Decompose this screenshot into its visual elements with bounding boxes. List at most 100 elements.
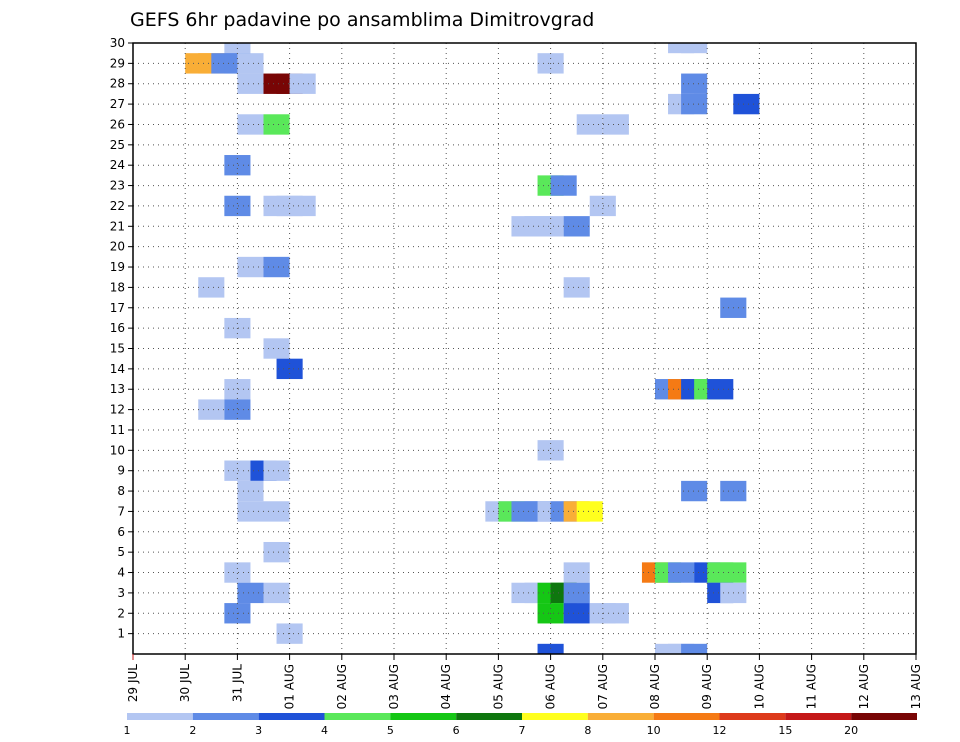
colorbar-segment bbox=[324, 713, 391, 720]
y-tick-label: 8 bbox=[117, 484, 125, 498]
colorbar-label: 1 bbox=[124, 724, 131, 737]
x-tick-label: 12 AUG bbox=[857, 664, 871, 709]
heatmap-cell bbox=[198, 277, 225, 298]
heatmap-cell bbox=[237, 501, 264, 522]
heatmap-cell bbox=[681, 643, 708, 654]
colorbar-label: 12 bbox=[713, 724, 727, 737]
heatmap-cell bbox=[563, 562, 590, 583]
heatmap-cell bbox=[563, 582, 590, 604]
heatmap-cell bbox=[263, 541, 290, 563]
x-tick-label: 04 AUG bbox=[439, 664, 453, 709]
colorbar-segment bbox=[851, 713, 917, 720]
y-tick-label: 23 bbox=[110, 179, 125, 193]
y-tick-label: 27 bbox=[110, 97, 125, 111]
colorbar-segment bbox=[653, 713, 720, 720]
y-tick-label: 16 bbox=[110, 321, 125, 335]
heatmap-cell bbox=[681, 480, 708, 502]
heatmap-cell bbox=[289, 73, 316, 94]
y-tick-label: 24 bbox=[110, 158, 125, 172]
y-axis: 1234567891011121314151617181920212223242… bbox=[110, 36, 133, 641]
y-tick-label: 1 bbox=[117, 627, 125, 641]
heatmap-cell bbox=[563, 277, 590, 298]
colorbar-label: 6 bbox=[453, 724, 460, 737]
y-tick-label: 2 bbox=[117, 606, 125, 620]
y-tick-label: 6 bbox=[117, 525, 125, 539]
y-tick-label: 25 bbox=[110, 138, 125, 152]
y-tick-label: 9 bbox=[117, 464, 125, 478]
colorbar-segment bbox=[192, 713, 259, 720]
chart-title: GEFS 6hr padavine po ansamblima Dimitrov… bbox=[130, 9, 594, 31]
heatmap-cell bbox=[263, 501, 290, 522]
x-tick-label: 09 AUG bbox=[700, 664, 714, 709]
x-axis: 29 JUL 30 JUL 31 JUL 01 AUG 02 AUG 03 AUG 04 A… bbox=[126, 654, 923, 709]
y-tick-label: 15 bbox=[110, 342, 125, 356]
heatmap-cell bbox=[668, 562, 695, 583]
y-tick-label: 21 bbox=[110, 219, 125, 233]
colorbar: 1 2 3 4 5 6 7 8 10 12 15 20 bbox=[124, 713, 917, 737]
heatmap-cell bbox=[602, 603, 629, 624]
y-tick-label: 29 bbox=[110, 56, 125, 70]
x-tick-label: 13 AUG bbox=[909, 664, 923, 709]
heatmap-cell bbox=[237, 73, 264, 94]
heatmap-cell bbox=[289, 195, 316, 217]
heatmap-cell bbox=[198, 399, 225, 420]
heatmap-cell bbox=[224, 379, 251, 400]
y-tick-label: 5 bbox=[117, 545, 125, 559]
y-tick-label: 17 bbox=[110, 301, 125, 315]
colorbar-segment bbox=[522, 713, 588, 720]
heatmap-cell bbox=[602, 114, 629, 135]
x-tick-label: 03 AUG bbox=[387, 664, 401, 709]
x-tick-label: 07 AUG bbox=[596, 664, 610, 709]
heatmap-cell bbox=[224, 195, 251, 217]
heatmap-cell bbox=[589, 195, 616, 217]
heatmap-cell bbox=[707, 379, 734, 400]
x-tick-label: 01 AUG bbox=[283, 664, 297, 709]
heatmap-cell bbox=[537, 440, 564, 461]
y-tick-label: 30 bbox=[110, 36, 125, 50]
colorbar-label: 20 bbox=[844, 724, 858, 737]
x-tick-label: 11 AUG bbox=[805, 664, 819, 709]
heatmap-cell bbox=[576, 114, 603, 135]
heatmap-cell bbox=[263, 256, 290, 278]
y-tick-label: 11 bbox=[110, 423, 125, 437]
heatmap-cell bbox=[263, 338, 290, 359]
y-tick-label: 19 bbox=[110, 260, 125, 274]
x-tick-label: 29 JUL bbox=[126, 664, 140, 702]
x-tick-label: 08 AUG bbox=[648, 664, 662, 709]
colorbar-label: 7 bbox=[519, 724, 526, 737]
y-tick-label: 4 bbox=[117, 566, 125, 580]
colorbar-segment bbox=[258, 713, 325, 720]
heatmap-cell bbox=[224, 155, 251, 176]
y-tick-label: 14 bbox=[110, 362, 125, 376]
x-tick-label: 02 AUG bbox=[335, 664, 349, 709]
y-tick-label: 13 bbox=[110, 382, 125, 396]
heatmap-cell bbox=[224, 399, 251, 420]
colorbar-segment bbox=[390, 713, 457, 720]
heatmap-cell bbox=[681, 73, 708, 94]
y-tick-label: 12 bbox=[110, 403, 125, 417]
heatmap-cell bbox=[733, 93, 760, 115]
x-tick-label: 05 AUG bbox=[491, 664, 505, 709]
heatmap-cell bbox=[237, 582, 264, 604]
colorbar-segment bbox=[456, 713, 522, 720]
heatmap-cell bbox=[537, 216, 564, 237]
heatmap-cell bbox=[263, 582, 290, 604]
y-tick-label: 18 bbox=[110, 280, 125, 294]
colorbar-segment bbox=[587, 713, 654, 720]
colorbar-label: 2 bbox=[189, 724, 196, 737]
heatmap-cell bbox=[237, 256, 264, 278]
y-tick-label: 3 bbox=[117, 586, 125, 600]
colorbar-label: 8 bbox=[584, 724, 591, 737]
heatmap-cell bbox=[563, 603, 590, 624]
heatmap-cell bbox=[681, 93, 708, 115]
x-tick-label: 31 JUL bbox=[230, 664, 244, 702]
x-tick-label: 06 AUG bbox=[544, 664, 558, 709]
y-tick-label: 7 bbox=[117, 504, 125, 518]
heatmap-cell bbox=[237, 53, 264, 74]
x-tick-label: 10 AUG bbox=[752, 664, 766, 709]
heatmap-cell bbox=[237, 114, 264, 135]
y-tick-label: 26 bbox=[110, 117, 125, 131]
colorbar-label: 3 bbox=[255, 724, 262, 737]
x-tick-label: 30 JUL bbox=[178, 664, 192, 702]
heatmap-cell bbox=[224, 562, 251, 583]
